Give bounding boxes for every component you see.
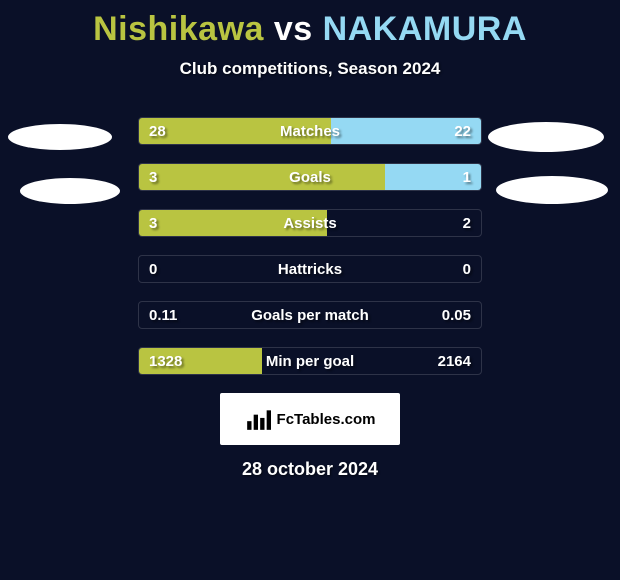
subtitle: Club competitions, Season 2024 [0, 59, 620, 79]
decorative-ellipse [20, 178, 120, 204]
player2-name: NAKAMURA [323, 10, 527, 48]
decorative-ellipse [8, 124, 112, 150]
decorative-ellipse [488, 122, 604, 152]
stat-label: Assists [139, 210, 481, 236]
player1-name: Nishikawa [93, 10, 264, 48]
stat-row: 00Hattricks [138, 255, 482, 283]
stats-rows: 2822Matches 31Goals 32Assists 00Hattricks 0.… [138, 117, 482, 375]
stat-label: Matches [139, 118, 481, 144]
stat-row: 31Goals [138, 163, 482, 191]
stat-row: 2822Matches [138, 117, 482, 145]
comparison-title: Nishikawa vs NAKAMURA [0, 0, 620, 49]
bars-icon [245, 406, 271, 432]
vs-separator: vs [274, 10, 313, 48]
decorative-ellipse [496, 176, 608, 204]
footer-date: 28 october 2024 [0, 459, 620, 480]
stat-label: Hattricks [139, 256, 481, 282]
stat-row: 0.110.05Goals per match [138, 301, 482, 329]
stat-label: Goals per match [139, 302, 481, 328]
stat-label: Min per goal [139, 348, 481, 374]
source-badge: FcTables.com [220, 393, 400, 445]
stat-label: Goals [139, 164, 481, 190]
source-badge-text: FcTables.com [277, 411, 376, 428]
stat-row: 32Assists [138, 209, 482, 237]
stat-row: 13282164Min per goal [138, 347, 482, 375]
